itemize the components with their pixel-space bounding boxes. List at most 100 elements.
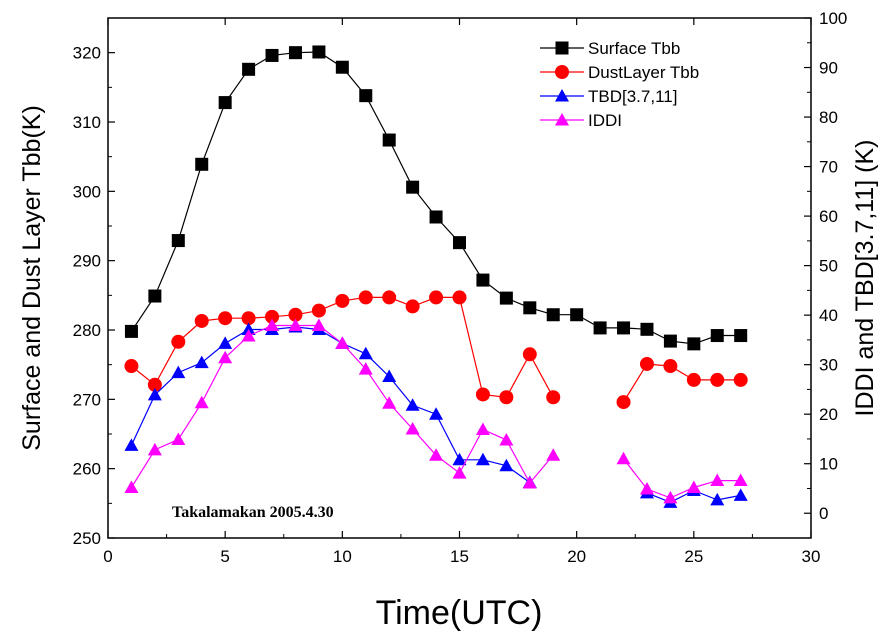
legend-label: IDDI bbox=[588, 111, 622, 130]
legend-label: Surface Tbb bbox=[588, 39, 680, 58]
data-point bbox=[429, 407, 444, 420]
data-point bbox=[710, 492, 725, 506]
data-point bbox=[475, 452, 490, 466]
data-point bbox=[429, 290, 444, 305]
data-point bbox=[265, 48, 279, 62]
legend-item: TBD[3.7,11] bbox=[540, 87, 677, 106]
data-point bbox=[405, 398, 420, 411]
y-right-tick-label: 80 bbox=[819, 108, 838, 127]
data-point bbox=[241, 328, 256, 342]
data-point bbox=[733, 488, 748, 501]
data-point bbox=[686, 372, 701, 387]
data-point bbox=[640, 322, 654, 336]
data-point bbox=[171, 334, 186, 349]
data-point bbox=[242, 62, 256, 76]
series-iddi bbox=[124, 318, 748, 504]
x-tick-label: 0 bbox=[103, 547, 112, 566]
data-point bbox=[382, 290, 397, 305]
data-point bbox=[147, 377, 162, 392]
data-point bbox=[194, 313, 209, 328]
data-point bbox=[546, 390, 561, 405]
y-right-tick-label: 20 bbox=[819, 405, 838, 424]
legend-marker bbox=[555, 65, 569, 79]
y-right-tick-label: 70 bbox=[819, 158, 838, 177]
data-point bbox=[312, 45, 326, 59]
data-point bbox=[218, 96, 232, 110]
data-point bbox=[124, 359, 139, 374]
data-point bbox=[546, 308, 560, 322]
y-right-tick-label: 0 bbox=[819, 504, 828, 523]
data-point bbox=[124, 438, 139, 451]
y-left-tick-label: 290 bbox=[73, 252, 101, 271]
data-point bbox=[734, 329, 748, 343]
data-point bbox=[218, 311, 233, 326]
data-point bbox=[499, 458, 514, 472]
legend: Surface Tbb DustLayer Tbb TBD[3.7,11] IDDI bbox=[540, 39, 699, 130]
data-point bbox=[194, 395, 209, 409]
y-left-tick-label: 310 bbox=[73, 113, 101, 132]
data-point bbox=[148, 289, 162, 303]
data-point bbox=[616, 451, 631, 465]
data-point bbox=[288, 318, 303, 332]
data-point bbox=[241, 322, 256, 336]
data-point bbox=[733, 473, 748, 487]
data-point bbox=[617, 321, 631, 335]
y-left-tick-label: 300 bbox=[73, 182, 101, 201]
data-point bbox=[335, 293, 350, 308]
data-point bbox=[124, 324, 138, 338]
y-axis-right-title: IDDI and TBD[3.7,11] (K) bbox=[851, 140, 879, 417]
y-right-tick-label: 90 bbox=[819, 59, 838, 78]
x-tick-label: 5 bbox=[220, 547, 229, 566]
x-axis-title: Time(UTC) bbox=[376, 594, 543, 632]
series-surface-tbb bbox=[124, 45, 748, 351]
y-left-tick-label: 280 bbox=[73, 321, 101, 340]
series-line bbox=[623, 458, 741, 499]
data-point bbox=[288, 307, 303, 322]
data-point bbox=[335, 336, 350, 349]
data-point bbox=[406, 180, 420, 194]
annotation-text: Takalamakan 2005.4.30 bbox=[172, 504, 334, 521]
data-point bbox=[475, 422, 490, 436]
series-layer bbox=[124, 45, 748, 508]
y-right-tick-label: 40 bbox=[819, 306, 838, 325]
data-point bbox=[499, 291, 513, 305]
data-point bbox=[687, 337, 701, 351]
x-tick-label: 10 bbox=[333, 547, 352, 566]
data-point bbox=[499, 432, 514, 446]
data-point bbox=[147, 442, 162, 456]
legend-marker bbox=[555, 113, 569, 126]
data-point bbox=[359, 89, 373, 103]
data-point bbox=[522, 347, 537, 362]
data-point bbox=[288, 46, 302, 60]
data-point bbox=[382, 369, 397, 383]
data-point bbox=[710, 329, 724, 343]
data-point bbox=[382, 133, 396, 147]
y-right-tick-label: 10 bbox=[819, 455, 838, 474]
y-right-tick-label: 30 bbox=[819, 356, 838, 375]
data-point bbox=[241, 311, 256, 326]
data-point bbox=[405, 422, 420, 435]
legend-marker bbox=[555, 41, 569, 55]
x-tick-label: 20 bbox=[567, 547, 586, 566]
data-point bbox=[522, 476, 537, 489]
data-point bbox=[171, 234, 185, 248]
data-point bbox=[616, 395, 631, 410]
y-axis-left-title: Surface and Dust Layer Tbb(K) bbox=[18, 105, 46, 451]
data-point bbox=[452, 466, 467, 479]
series-dustlayer-tbb bbox=[124, 290, 748, 410]
legend-item: DustLayer Tbb bbox=[540, 63, 699, 82]
axes-layer: 0 5 10 15 20 25 30 250 260 270 280 290 300 310 320 0 10 2… bbox=[73, 9, 848, 566]
data-point bbox=[429, 210, 443, 224]
data-point bbox=[147, 387, 162, 401]
x-tick-label: 30 bbox=[802, 547, 821, 566]
data-point bbox=[686, 480, 701, 493]
data-point bbox=[265, 318, 280, 332]
data-point bbox=[546, 448, 561, 461]
legend-item: IDDI bbox=[540, 111, 622, 130]
x-tick-label: 15 bbox=[450, 547, 469, 566]
data-point bbox=[499, 390, 514, 405]
data-point bbox=[195, 157, 209, 171]
data-point bbox=[311, 318, 326, 332]
data-point bbox=[639, 356, 654, 371]
